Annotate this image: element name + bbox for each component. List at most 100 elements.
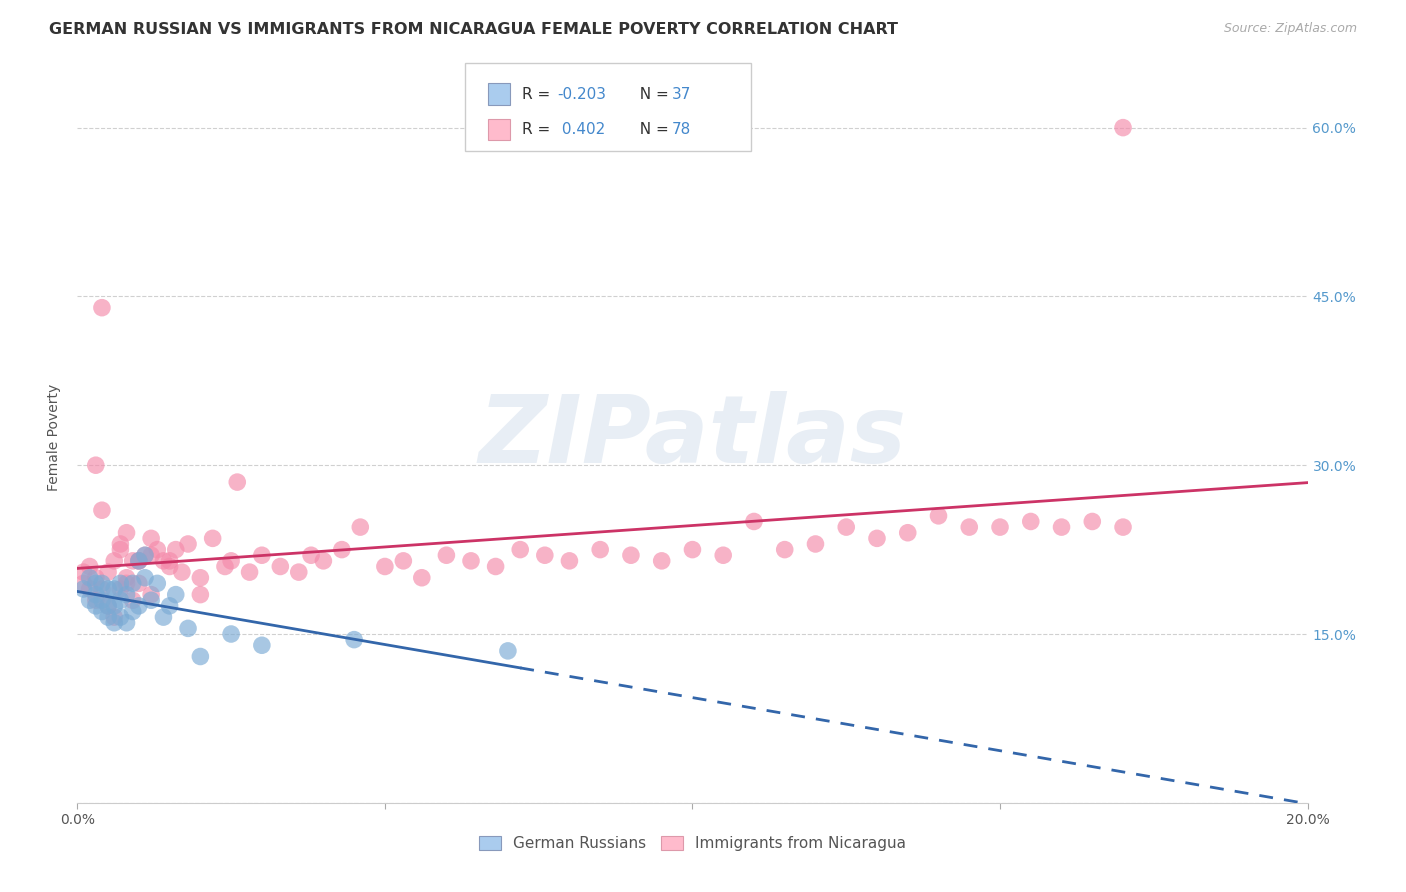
Point [226,475,249,489]
Point [146,576,169,591]
Point [97,610,120,624]
Point [957,520,980,534]
Point [128,576,150,591]
Point [330,542,353,557]
Point [219,627,242,641]
Point [866,532,889,546]
Point [201,532,224,546]
Point [159,599,181,613]
Point [269,559,291,574]
Point [84,599,107,613]
Point [177,537,200,551]
Point [128,554,150,568]
Point [141,532,163,546]
Point [177,621,200,635]
Point [115,588,138,602]
Point [589,542,612,557]
Point [90,582,114,596]
Point [84,593,107,607]
Point [214,559,236,574]
Point [1112,120,1135,135]
Text: 0.402: 0.402 [557,122,605,137]
Point [620,548,643,562]
Point [343,632,366,647]
Point [299,548,322,562]
Point [804,537,827,551]
Point [165,542,187,557]
Point [509,542,531,557]
Point [97,599,120,613]
Point [1050,520,1073,534]
Point [250,638,273,652]
Legend: German Russians, Immigrants from Nicaragua: German Russians, Immigrants from Nicarag… [472,830,912,857]
Text: -0.203: -0.203 [557,87,606,102]
Point [1081,515,1104,529]
Point [485,559,508,574]
Point [110,537,132,551]
Point [90,503,114,517]
Y-axis label: Female Poverty: Female Poverty [48,384,62,491]
Text: Source: ZipAtlas.com: Source: ZipAtlas.com [1223,22,1357,36]
Point [72,576,94,591]
Point [84,458,107,473]
Point [436,548,458,562]
Point [239,565,262,579]
Point [79,559,101,574]
Point [79,582,101,596]
Point [103,599,125,613]
Point [1019,515,1042,529]
Point [90,593,114,607]
Point [128,599,150,613]
Point [711,548,734,562]
Text: GERMAN RUSSIAN VS IMMIGRANTS FROM NICARAGUA FEMALE POVERTY CORRELATION CHART: GERMAN RUSSIAN VS IMMIGRANTS FROM NICARA… [49,22,898,37]
Point [110,542,132,557]
Text: 37: 37 [672,87,692,102]
Point [84,576,107,591]
Text: R =: R = [522,122,555,137]
Text: N =: N = [630,122,673,137]
Point [97,565,120,579]
Point [115,615,138,630]
Point [128,554,150,568]
Point [79,571,101,585]
Point [349,520,371,534]
Point [110,576,132,591]
Point [128,554,150,568]
Point [392,554,415,568]
Point [103,610,125,624]
Point [312,554,335,568]
Point [288,565,311,579]
Point [90,605,114,619]
Point [141,593,163,607]
Point [170,565,193,579]
Point [928,508,950,523]
Point [103,582,125,596]
Point [1112,520,1135,534]
Point [374,559,396,574]
Point [897,525,920,540]
Point [110,582,132,596]
Point [460,554,482,568]
Point [411,571,433,585]
Point [115,576,138,591]
Point [121,576,143,591]
Point [134,548,156,562]
Point [250,548,273,562]
Point [651,554,673,568]
Point [72,582,94,596]
Point [141,588,163,602]
Point [110,593,132,607]
Point [188,588,212,602]
Point [682,542,704,557]
Text: N =: N = [630,87,673,102]
Point [188,649,212,664]
Point [835,520,858,534]
Point [988,520,1011,534]
Point [121,593,143,607]
Point [152,610,174,624]
Text: 78: 78 [672,122,692,137]
Text: ZIPatlas: ZIPatlas [478,391,907,483]
Point [146,542,169,557]
Point [103,615,125,630]
Point [558,554,581,568]
